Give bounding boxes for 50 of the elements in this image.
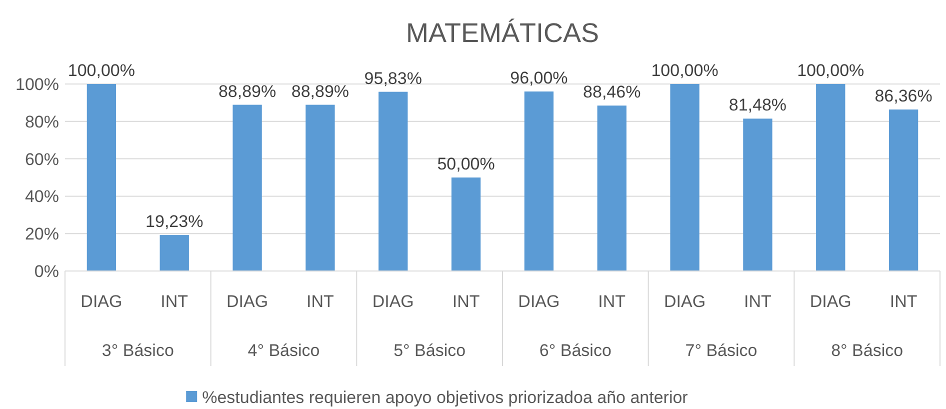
bar (816, 84, 846, 271)
bar (670, 84, 700, 271)
y-tick-label: 80% (24, 112, 59, 132)
y-tick-label: 20% (24, 224, 59, 244)
x-tick-label: DIAG (226, 292, 268, 311)
data-label: 81,48% (728, 96, 787, 115)
bar (160, 235, 189, 271)
x-tick-label: DIAG (372, 292, 414, 311)
data-label: 95,83% (364, 68, 422, 88)
legend-label: %estudiantes requieren apoyo objetivos priorizadoa año anterior (202, 388, 688, 407)
text: 3° Básico (102, 341, 174, 360)
x-tick-label: INT (306, 292, 334, 311)
bar (743, 118, 772, 271)
data-label: 88,89% (218, 82, 276, 101)
data-label: 100,00% (651, 61, 718, 80)
bar (86, 84, 116, 271)
y-tick-label: 40% (24, 187, 59, 206)
data-label: 100,00% (797, 61, 864, 80)
x-tick-label: INT (452, 292, 480, 311)
text: 5° Básico (394, 341, 466, 360)
bar (597, 106, 626, 271)
bar (451, 178, 481, 271)
bar (306, 104, 335, 271)
data-label: 86,36% (874, 86, 932, 106)
x-tick-label: DIAG (518, 292, 560, 311)
x-tick-label: INT (160, 292, 188, 311)
x-tick-label: DIAG (664, 292, 706, 311)
y-tick-label: 60% (24, 150, 59, 169)
chart-title: MATEMÁTICAS (406, 18, 600, 48)
bar (232, 104, 262, 271)
data-label: 19,23% (146, 212, 204, 232)
data-label: 50,00% (437, 154, 495, 174)
bar (378, 92, 408, 271)
data-label: 96,00% (510, 68, 568, 88)
data-label: 88,46% (583, 82, 641, 102)
x-tick-label: INT (890, 292, 918, 311)
text: 7° Básico (685, 341, 758, 360)
bar (524, 91, 554, 271)
x-tick-label: DIAG (810, 292, 852, 311)
bar (888, 110, 918, 271)
x-tick-label: DIAG (80, 292, 122, 311)
y-tick-label: 0% (34, 262, 59, 281)
data-label: 88,89% (291, 82, 350, 101)
text: 8° Básico (831, 341, 904, 360)
x-tick-label: INT (598, 292, 626, 311)
text: 6° Básico (539, 341, 612, 360)
y-tick-label: 100% (16, 74, 59, 94)
data-label: 100,00% (68, 61, 136, 80)
text: 4° Básico (248, 341, 320, 360)
x-tick-label: INT (744, 292, 772, 311)
